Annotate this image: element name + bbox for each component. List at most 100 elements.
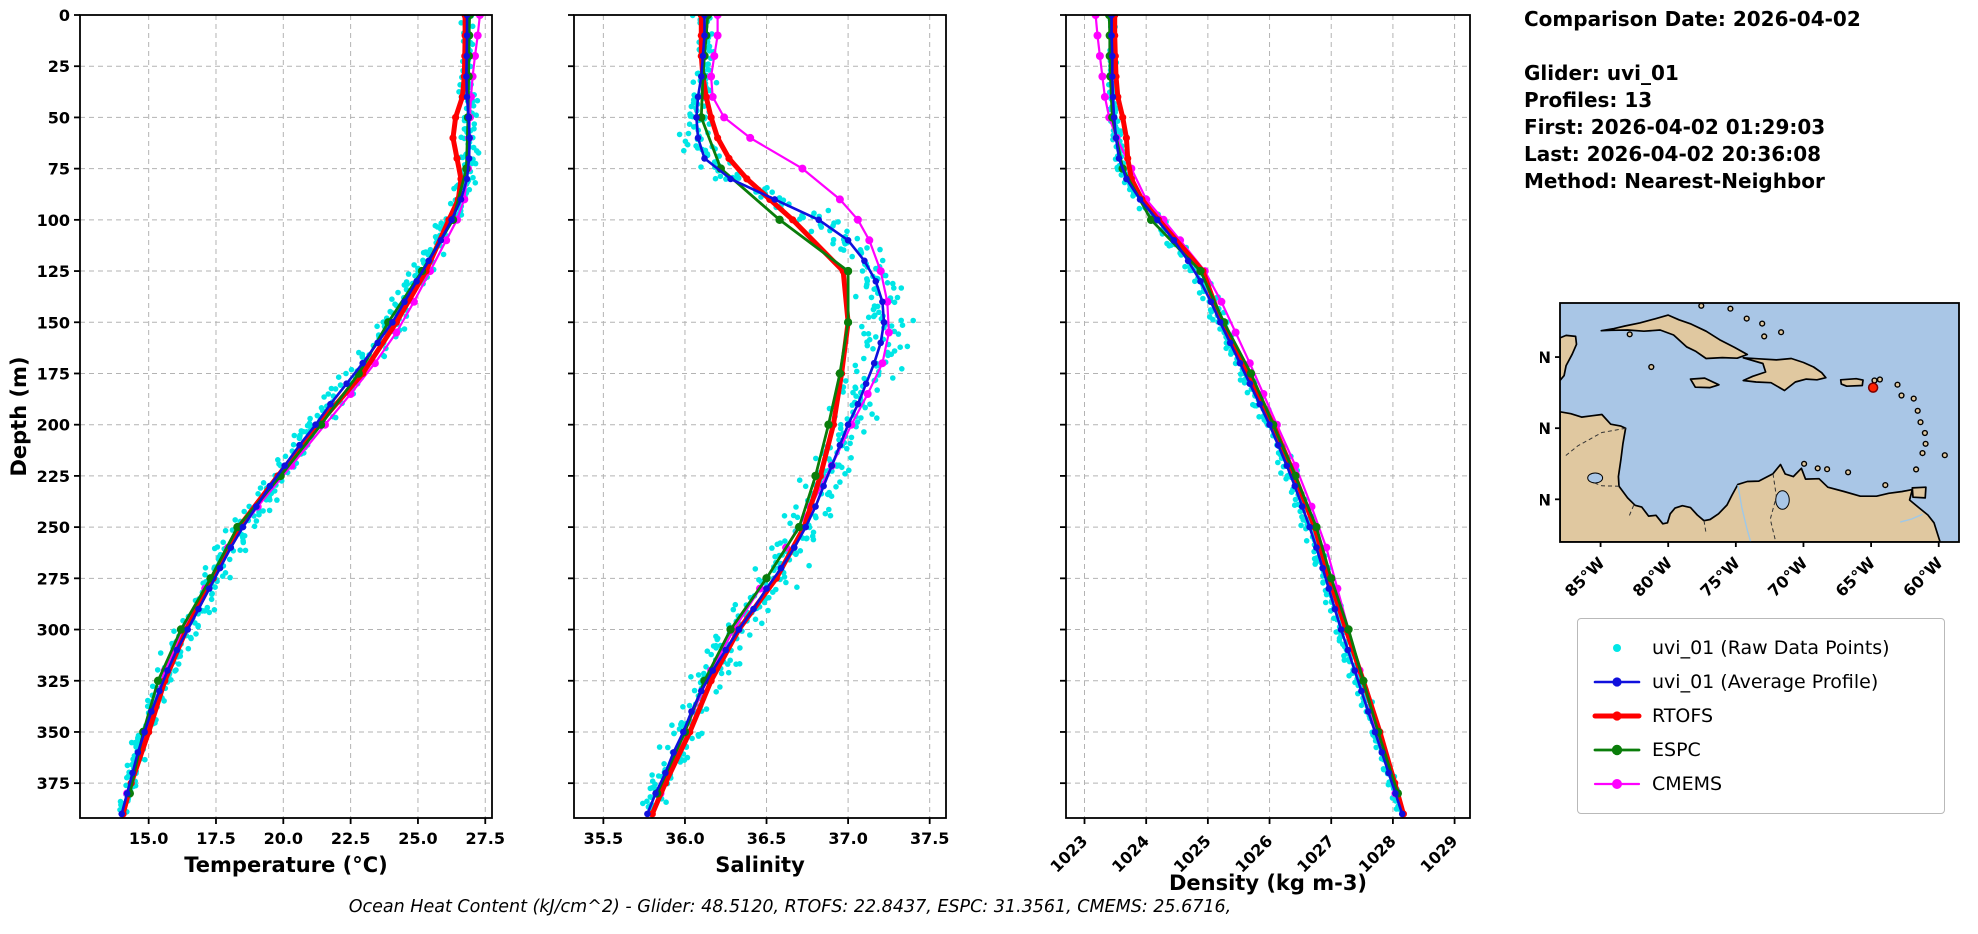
svg-text:36.5: 36.5 bbox=[747, 829, 786, 848]
info-line-2: Glider: uvi_01 bbox=[1524, 61, 1679, 85]
border-0 bbox=[1565, 427, 1626, 457]
legend-entry-espc: ESPC bbox=[1592, 733, 1930, 767]
legend-entry-rtofs: RTOFS bbox=[1592, 699, 1930, 733]
temperature-series-average bbox=[118, 15, 473, 818]
svg-text:20.0: 20.0 bbox=[264, 829, 303, 848]
glider-location-dot bbox=[1867, 382, 1879, 393]
svg-text:200: 200 bbox=[37, 416, 70, 435]
river-0 bbox=[1900, 513, 1923, 523]
svg-text:1024: 1024 bbox=[1108, 831, 1153, 876]
land-mainland bbox=[1560, 410, 1941, 542]
legend-label-raw: uvi_01 (Raw Data Points) bbox=[1652, 637, 1890, 659]
svg-text:25.0: 25.0 bbox=[398, 829, 437, 848]
svg-text:15°N: 15°N bbox=[1540, 419, 1551, 438]
svg-text:27.5: 27.5 bbox=[466, 829, 505, 848]
map-small-islands bbox=[1626, 303, 1948, 489]
land-trinidad bbox=[1911, 486, 1927, 499]
svg-text:325: 325 bbox=[37, 672, 70, 691]
svg-text:85°W: 85°W bbox=[1561, 553, 1609, 601]
salinity-panel: 35.5 36.0 36.5 37.0 37.5 Salinity bbox=[568, 14, 950, 877]
legend-marker-rtofs bbox=[1592, 711, 1642, 721]
svg-text:1025: 1025 bbox=[1170, 831, 1215, 876]
svg-text:150: 150 bbox=[37, 313, 70, 332]
info-line-1 bbox=[1524, 33, 1861, 60]
info-line-0: Comparison Date: 2026-04-02 bbox=[1524, 7, 1861, 31]
border-1 bbox=[1592, 481, 1620, 487]
river-1 bbox=[1737, 484, 1752, 542]
svg-text:1027: 1027 bbox=[1293, 831, 1338, 876]
svg-text:65°W: 65°W bbox=[1832, 553, 1880, 601]
info-panel: Comparison Date: 2026-04-02 Glider: uvi_… bbox=[1524, 6, 1861, 195]
svg-text:1023: 1023 bbox=[1046, 831, 1091, 876]
svg-text:35.5: 35.5 bbox=[584, 829, 623, 848]
legend-marker-cmems bbox=[1593, 779, 1641, 789]
legend-entry-average: uvi_01 (Average Profile) bbox=[1592, 665, 1930, 699]
info-line-6: Method: Nearest-Neighbor bbox=[1524, 169, 1825, 193]
legend-label-cmems: CMEMS bbox=[1652, 773, 1723, 795]
salinity-tick-labels: 35.5 36.0 36.5 37.0 37.5 bbox=[584, 829, 950, 848]
svg-text:17.5: 17.5 bbox=[196, 829, 235, 848]
svg-text:350: 350 bbox=[37, 723, 70, 742]
info-line-4: First: 2026-04-02 01:29:03 bbox=[1524, 115, 1826, 139]
map-inset: 85°W 80°W 75°W 70°W 65°W 60°W 20°N 15°N 10°N bbox=[1540, 302, 1960, 601]
legend-label-espc: ESPC bbox=[1652, 739, 1701, 761]
density-series-average bbox=[1108, 15, 1406, 818]
depth-axis-label: Depth (m) bbox=[7, 356, 31, 476]
svg-text:275: 275 bbox=[37, 569, 70, 588]
svg-text:1029: 1029 bbox=[1416, 831, 1461, 876]
svg-text:70°W: 70°W bbox=[1764, 553, 1812, 601]
legend-entry-raw: uvi_01 (Raw Data Points) bbox=[1592, 631, 1930, 665]
svg-text:0: 0 bbox=[59, 6, 70, 25]
svg-text:375: 375 bbox=[37, 774, 70, 793]
svg-text:36.0: 36.0 bbox=[665, 829, 704, 848]
salinity-series-espc bbox=[653, 15, 853, 798]
legend-marker-espc bbox=[1593, 744, 1641, 756]
svg-text:75°W: 75°W bbox=[1696, 553, 1744, 601]
border-2 bbox=[1628, 505, 1635, 517]
legend-label-rtofs: RTOFS bbox=[1652, 705, 1714, 727]
land-jamaica bbox=[1689, 377, 1720, 389]
density-panel: 1023 1024 1025 1026 1027 1028 1029 Density (kg … bbox=[1046, 14, 1471, 895]
map-land bbox=[1560, 314, 1941, 542]
border-4 bbox=[1769, 473, 1777, 540]
salinity-grid bbox=[574, 14, 946, 818]
svg-text:100: 100 bbox=[37, 211, 70, 230]
svg-text:20°N: 20°N bbox=[1540, 348, 1551, 367]
svg-text:75: 75 bbox=[48, 160, 70, 179]
svg-text:125: 125 bbox=[37, 262, 70, 281]
land-puerto_rico bbox=[1839, 377, 1864, 388]
info-line-5: Last: 2026-04-02 20:36:08 bbox=[1524, 142, 1822, 166]
lake-0 bbox=[1775, 490, 1790, 510]
svg-text:80°W: 80°W bbox=[1629, 553, 1677, 601]
svg-text:15.0: 15.0 bbox=[129, 829, 168, 848]
svg-text:1026: 1026 bbox=[1231, 831, 1276, 876]
svg-text:10°N: 10°N bbox=[1540, 490, 1551, 509]
legend-entry-cmems: CMEMS bbox=[1592, 767, 1930, 801]
svg-text:300: 300 bbox=[37, 621, 70, 640]
legend-marker-average bbox=[1593, 677, 1641, 687]
salinity-series-average bbox=[644, 15, 888, 818]
svg-text:225: 225 bbox=[37, 467, 70, 486]
legend: uvi_01 (Raw Data Points) uvi_01 (Average … bbox=[1577, 618, 1945, 814]
temperature-panel: 15.0 17.5 20.0 22.5 25.0 27.5 0 25 50 75 100 125 150… bbox=[37, 6, 505, 877]
temperature-tick-labels: 15.0 17.5 20.0 22.5 25.0 27.5 0 25 50 75 100 125 150… bbox=[37, 6, 505, 848]
land-cuba bbox=[1600, 314, 1749, 360]
salinity-xlabel: Salinity bbox=[715, 853, 805, 877]
svg-text:25: 25 bbox=[48, 57, 70, 76]
svg-text:1028: 1028 bbox=[1355, 831, 1400, 876]
info-line-3: Profiles: 13 bbox=[1524, 88, 1653, 112]
ohc-caption: Ocean Heat Content (kJ/cm^2) - Glider: 4… bbox=[348, 897, 1232, 917]
svg-text:175: 175 bbox=[37, 364, 70, 383]
svg-text:60°W: 60°W bbox=[1899, 553, 1947, 601]
temperature-xlabel: Temperature (°C) bbox=[184, 853, 387, 877]
svg-text:22.5: 22.5 bbox=[331, 829, 370, 848]
legend-label-average: uvi_01 (Average Profile) bbox=[1652, 671, 1879, 693]
density-tick-labels: 1023 1024 1025 1026 1027 1028 1029 bbox=[1046, 831, 1461, 876]
border-3 bbox=[1703, 520, 1707, 534]
svg-text:37.5: 37.5 bbox=[910, 829, 949, 848]
lake-1 bbox=[1587, 472, 1604, 484]
land-yucatan bbox=[1560, 334, 1578, 382]
density-xlabel: Density (kg m-3) bbox=[1169, 871, 1367, 895]
land-hispaniola bbox=[1742, 356, 1827, 392]
